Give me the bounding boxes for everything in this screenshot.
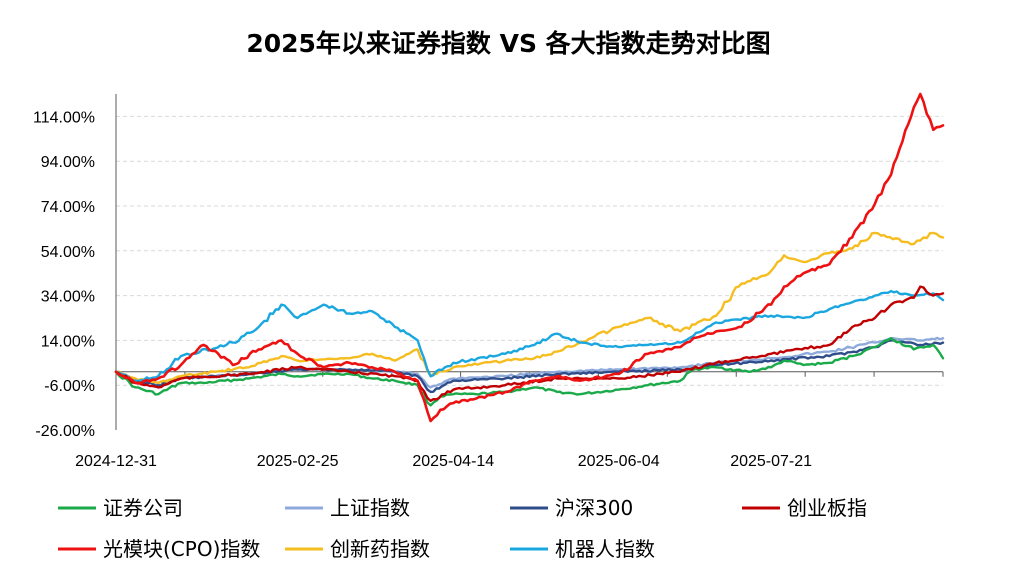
y-tick-label: 94.00% (41, 154, 95, 171)
y-tick-label: 34.00% (41, 289, 95, 306)
series-line-5 (114, 92, 945, 423)
x-tick-label: 2025-04-14 (412, 453, 494, 470)
y-tick-label: -26.00% (35, 423, 95, 440)
series-line-7 (114, 289, 945, 383)
y-tick-label: -6.00% (44, 378, 95, 395)
series-line-6 (114, 231, 945, 385)
legend-label: 证券公司 (103, 496, 183, 520)
legend-label: 机器人指数 (555, 537, 655, 561)
legend-label: 上证指数 (330, 496, 410, 520)
x-tick-label: 2024-12-31 (75, 453, 157, 470)
series-layer (114, 92, 945, 423)
legend-label: 创业板指 (787, 496, 867, 520)
grid-layer (116, 115, 943, 386)
axis-layer: -26.00% -6.00% 14.00% 34.00% 54.00% 74.00% 94.… (33, 94, 944, 470)
y-tick-label: 74.00% (41, 199, 95, 216)
legend-label: 沪深300 (555, 496, 633, 520)
legend-label: 创新药指数 (330, 537, 430, 561)
series-line-1 (114, 337, 945, 407)
y-tick-label: 14.00% (41, 333, 95, 350)
x-tick-label: 2025-06-04 (578, 453, 660, 470)
x-tick-label: 2025-02-25 (257, 453, 339, 470)
y-tick-label: 114.00% (33, 109, 95, 126)
x-tick-label: 2025-07-21 (730, 453, 812, 470)
legend-label: 光模块(CPO)指数 (103, 537, 260, 561)
y-tick-label: 54.00% (41, 244, 95, 261)
chart-title: 2025年以来证券指数 VS 各大指数走势对比图 (246, 29, 771, 58)
